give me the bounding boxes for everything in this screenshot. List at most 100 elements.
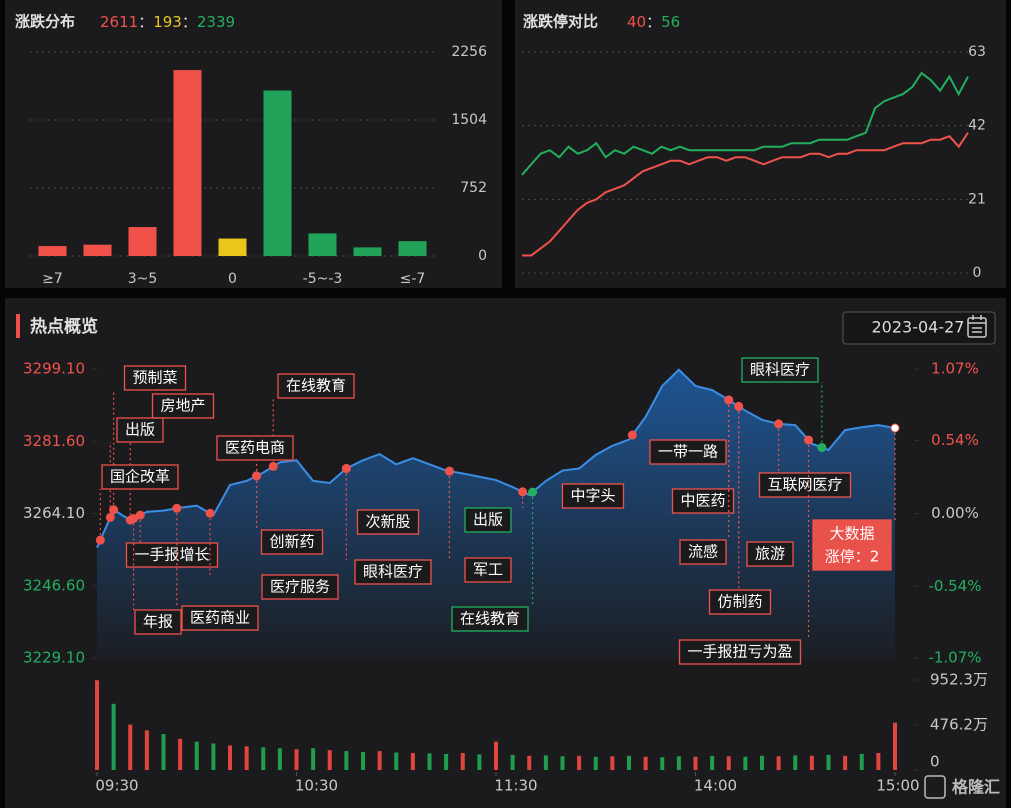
annotation-label: 在线教育 — [286, 377, 346, 395]
annotation-label: 预制菜 — [132, 369, 177, 387]
annotation-label: 房地产 — [160, 397, 205, 415]
volume-bar — [876, 752, 881, 770]
annotation-dot — [724, 395, 734, 405]
x-tick-label: 14:00 — [694, 777, 737, 795]
x-tick-label: ≤-7 — [400, 271, 426, 287]
volume-bar — [261, 747, 266, 770]
annotation-label: 大数据 — [829, 525, 874, 543]
volume-bar — [344, 751, 349, 770]
annotation-dot — [444, 466, 454, 476]
volume-bar — [859, 753, 864, 770]
series-line — [521, 71, 969, 176]
volume-bar — [593, 756, 598, 770]
volume-bar — [211, 743, 216, 770]
volume-bar — [560, 756, 565, 770]
annotation-dot — [129, 513, 139, 523]
volume-bar — [543, 755, 548, 770]
annotation-box — [649, 439, 727, 465]
annotation-box — [216, 435, 294, 461]
annotation-box — [708, 589, 772, 615]
annotation-label: 流感 — [688, 543, 718, 561]
volume-bar — [610, 756, 615, 770]
date-picker[interactable] — [842, 311, 996, 345]
panel-title: 涨跌停对比 — [523, 13, 598, 31]
annotation-dot — [109, 505, 119, 515]
volume-bar — [444, 753, 449, 770]
x-tick-label: 0 — [228, 271, 237, 287]
annotation-box — [356, 509, 420, 535]
annotation-label: 中医药 — [680, 492, 725, 510]
separator: ： — [646, 13, 661, 31]
bar — [353, 247, 382, 256]
annotation-label: 旅游 — [755, 545, 785, 563]
volume-bar — [377, 751, 382, 770]
volume-bar — [144, 730, 149, 770]
annotation-dot — [268, 461, 278, 471]
y-tick-label: 1504 — [451, 112, 487, 128]
annotation-dot — [890, 423, 900, 433]
separator: ： — [138, 13, 153, 31]
volume-bar — [294, 749, 299, 770]
title-marker — [16, 314, 20, 338]
annotation-dot — [172, 503, 182, 513]
annotation-label: 年报 — [143, 613, 173, 631]
volume-bar — [494, 741, 498, 770]
annotation-box — [134, 609, 182, 635]
volume-bar — [793, 755, 798, 770]
annotation-box — [151, 393, 215, 419]
x-tick-label: 10:30 — [295, 777, 338, 795]
annotation-box — [679, 539, 727, 565]
index-line — [96, 368, 896, 549]
annotation-label: 眼科医疗 — [363, 563, 423, 581]
annotation-label: 医药商业 — [190, 609, 250, 627]
date[interactable]: 2023-04-27 — [872, 318, 965, 337]
annotation-label: 中字头 — [570, 487, 615, 505]
x-tick-label: 15:00 — [876, 777, 919, 795]
volume-bar — [693, 756, 698, 770]
volume-bar — [311, 748, 316, 770]
volume-bar — [394, 752, 399, 770]
count: 56 — [661, 13, 680, 31]
y2-tick-label: 1.07% — [931, 360, 979, 378]
annotation-dot — [341, 463, 351, 473]
bar — [398, 241, 427, 256]
y-tick-label: 0 — [478, 248, 487, 264]
annotation-label: 在线教育 — [460, 610, 520, 628]
volume-bar — [527, 755, 532, 770]
y-tick-label: 3246.60 — [23, 576, 85, 594]
annotation-box — [181, 605, 259, 631]
volume-bar — [643, 756, 648, 770]
annotation-box — [561, 483, 625, 509]
volume-bar — [327, 750, 332, 770]
annotation-box — [101, 464, 179, 490]
panel-title: 热点概览 — [30, 316, 98, 337]
annotation-dot — [774, 419, 784, 429]
annotation-dot — [95, 535, 105, 545]
x-tick-label: ≥7 — [42, 271, 63, 287]
watermark: 格隆汇 — [952, 778, 1000, 797]
annotation-label: 医疗服务 — [270, 578, 330, 596]
y-tick-label: 3281.60 — [23, 432, 85, 450]
y-tick-label: 3264.10 — [23, 504, 85, 522]
calendar-icon[interactable] — [967, 315, 987, 338]
x-tick-label: -5~-3 — [303, 271, 343, 287]
panel — [515, 0, 1006, 288]
bar — [38, 246, 67, 256]
count: 2339 — [197, 13, 235, 31]
annotation-dot — [804, 435, 814, 445]
volume-bar — [178, 738, 183, 770]
y-tick-label: 752 — [460, 180, 487, 196]
y2-tick-label: 0.00% — [931, 504, 979, 522]
annotation-box — [123, 365, 187, 391]
volume-bar — [194, 741, 199, 770]
annotation-dot — [252, 471, 262, 481]
count: 40 — [627, 13, 646, 31]
annotation-box — [260, 529, 324, 555]
annotation-label: 国企改革 — [110, 468, 170, 486]
volume-bar — [460, 752, 465, 770]
annotation-dot — [627, 430, 637, 440]
volume-bar — [809, 755, 814, 770]
annotation-box — [758, 472, 852, 498]
annotation-box — [678, 639, 802, 665]
annotation-label: 互联网医疗 — [767, 476, 842, 494]
